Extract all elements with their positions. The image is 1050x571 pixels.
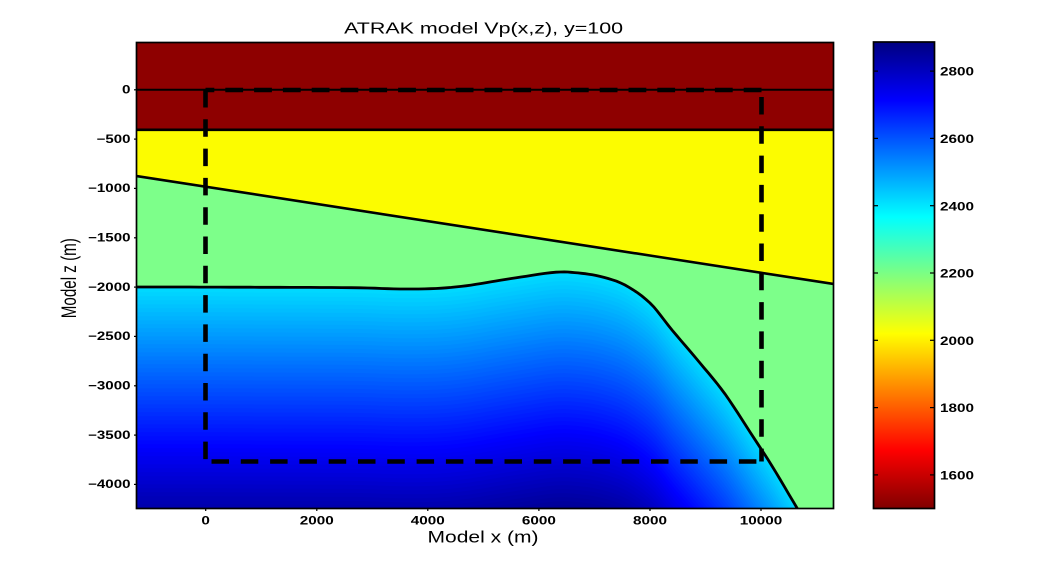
svg-text:2000: 2000 xyxy=(300,516,334,528)
svg-text:ATRAK model Vp(x,z), y=100: ATRAK model Vp(x,z), y=100 xyxy=(344,21,624,38)
svg-text:−3500: −3500 xyxy=(88,430,130,442)
svg-text:1600: 1600 xyxy=(940,471,974,483)
svg-text:0: 0 xyxy=(122,85,131,97)
svg-text:10000: 10000 xyxy=(740,516,783,528)
svg-text:−4000: −4000 xyxy=(88,479,130,491)
svg-text:1800: 1800 xyxy=(940,403,974,415)
svg-text:6000: 6000 xyxy=(522,516,556,528)
svg-text:8000: 8000 xyxy=(633,516,667,528)
svg-text:2600: 2600 xyxy=(940,134,974,146)
svg-text:2200: 2200 xyxy=(940,269,974,281)
svg-text:−1500: −1500 xyxy=(88,233,130,245)
svg-text:2000: 2000 xyxy=(940,336,974,348)
svg-text:−2000: −2000 xyxy=(88,282,130,294)
svg-text:−2500: −2500 xyxy=(88,331,130,343)
svg-text:−1000: −1000 xyxy=(88,183,130,195)
svg-text:4000: 4000 xyxy=(411,516,445,528)
svg-text:−500: −500 xyxy=(97,134,131,146)
svg-text:2800: 2800 xyxy=(940,67,974,79)
svg-text:0: 0 xyxy=(201,516,210,528)
svg-text:Model z (m): Model z (m) xyxy=(58,238,81,318)
svg-text:−3000: −3000 xyxy=(88,381,130,393)
svg-text:Model x (m): Model x (m) xyxy=(428,528,539,547)
svg-text:2400: 2400 xyxy=(940,201,974,213)
